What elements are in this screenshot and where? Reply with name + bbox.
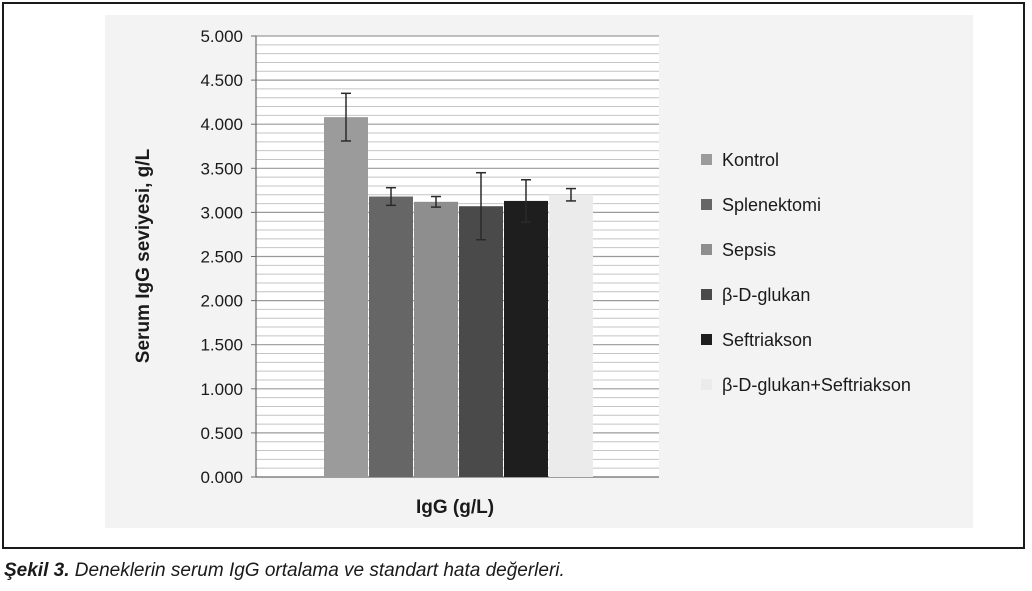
y-tick-labels: 0.000 0.500 1.000 1.500 2.000 2.500 3.000 3.500… [200,27,256,487]
y-tick-label: 2.000 [200,292,243,311]
legend-swatch [701,289,712,300]
legend-swatch [701,379,712,390]
bar [504,200,548,477]
legend-label: Seftriakson [722,330,812,350]
y-tick-label: 3.500 [200,159,243,178]
y-tick-label: 1.500 [200,336,243,355]
y-axis-label: Serum IgG seviyesi, g/L [133,148,154,363]
y-tick-label: 1.000 [200,380,243,399]
bars [324,117,593,478]
legend-label: Sepsis [722,240,776,260]
bar [459,206,503,477]
legend-label: β-D-glukan [722,285,810,305]
bar [324,117,368,478]
legend-swatch [701,154,712,165]
y-tick-label: 3.000 [200,203,243,222]
y-tick-label: 0.000 [200,468,243,487]
legend: Kontrol Splenektomi Sepsis β-D-glukan Seftri… [701,150,911,395]
legend-swatch [701,334,712,345]
y-tick-label: 4.500 [200,71,243,90]
legend-label: Kontrol [722,150,779,170]
legend-swatch [701,244,712,255]
caption-text: Deneklerin serum IgG ortalama ve standar… [74,560,565,581]
bar [414,201,458,478]
y-tick-label: 0.500 [200,424,243,443]
caption-figure-number: Şekil 3. [4,560,70,581]
bar [369,196,413,478]
y-tick-label: 4.000 [200,115,243,134]
legend-label: β-D-glukan+Seftriakson [722,375,911,395]
x-axis-label: IgG (g/L) [416,497,494,518]
figure-caption: Şekil 3. Deneklerin serum IgG ortalama v… [4,560,565,582]
bar [549,194,593,477]
y-tick-label: 2.500 [200,248,243,267]
y-tick-label: 5.000 [200,27,243,46]
error-bars [341,92,576,241]
legend-swatch [701,199,712,210]
legend-label: Splenektomi [722,195,821,215]
